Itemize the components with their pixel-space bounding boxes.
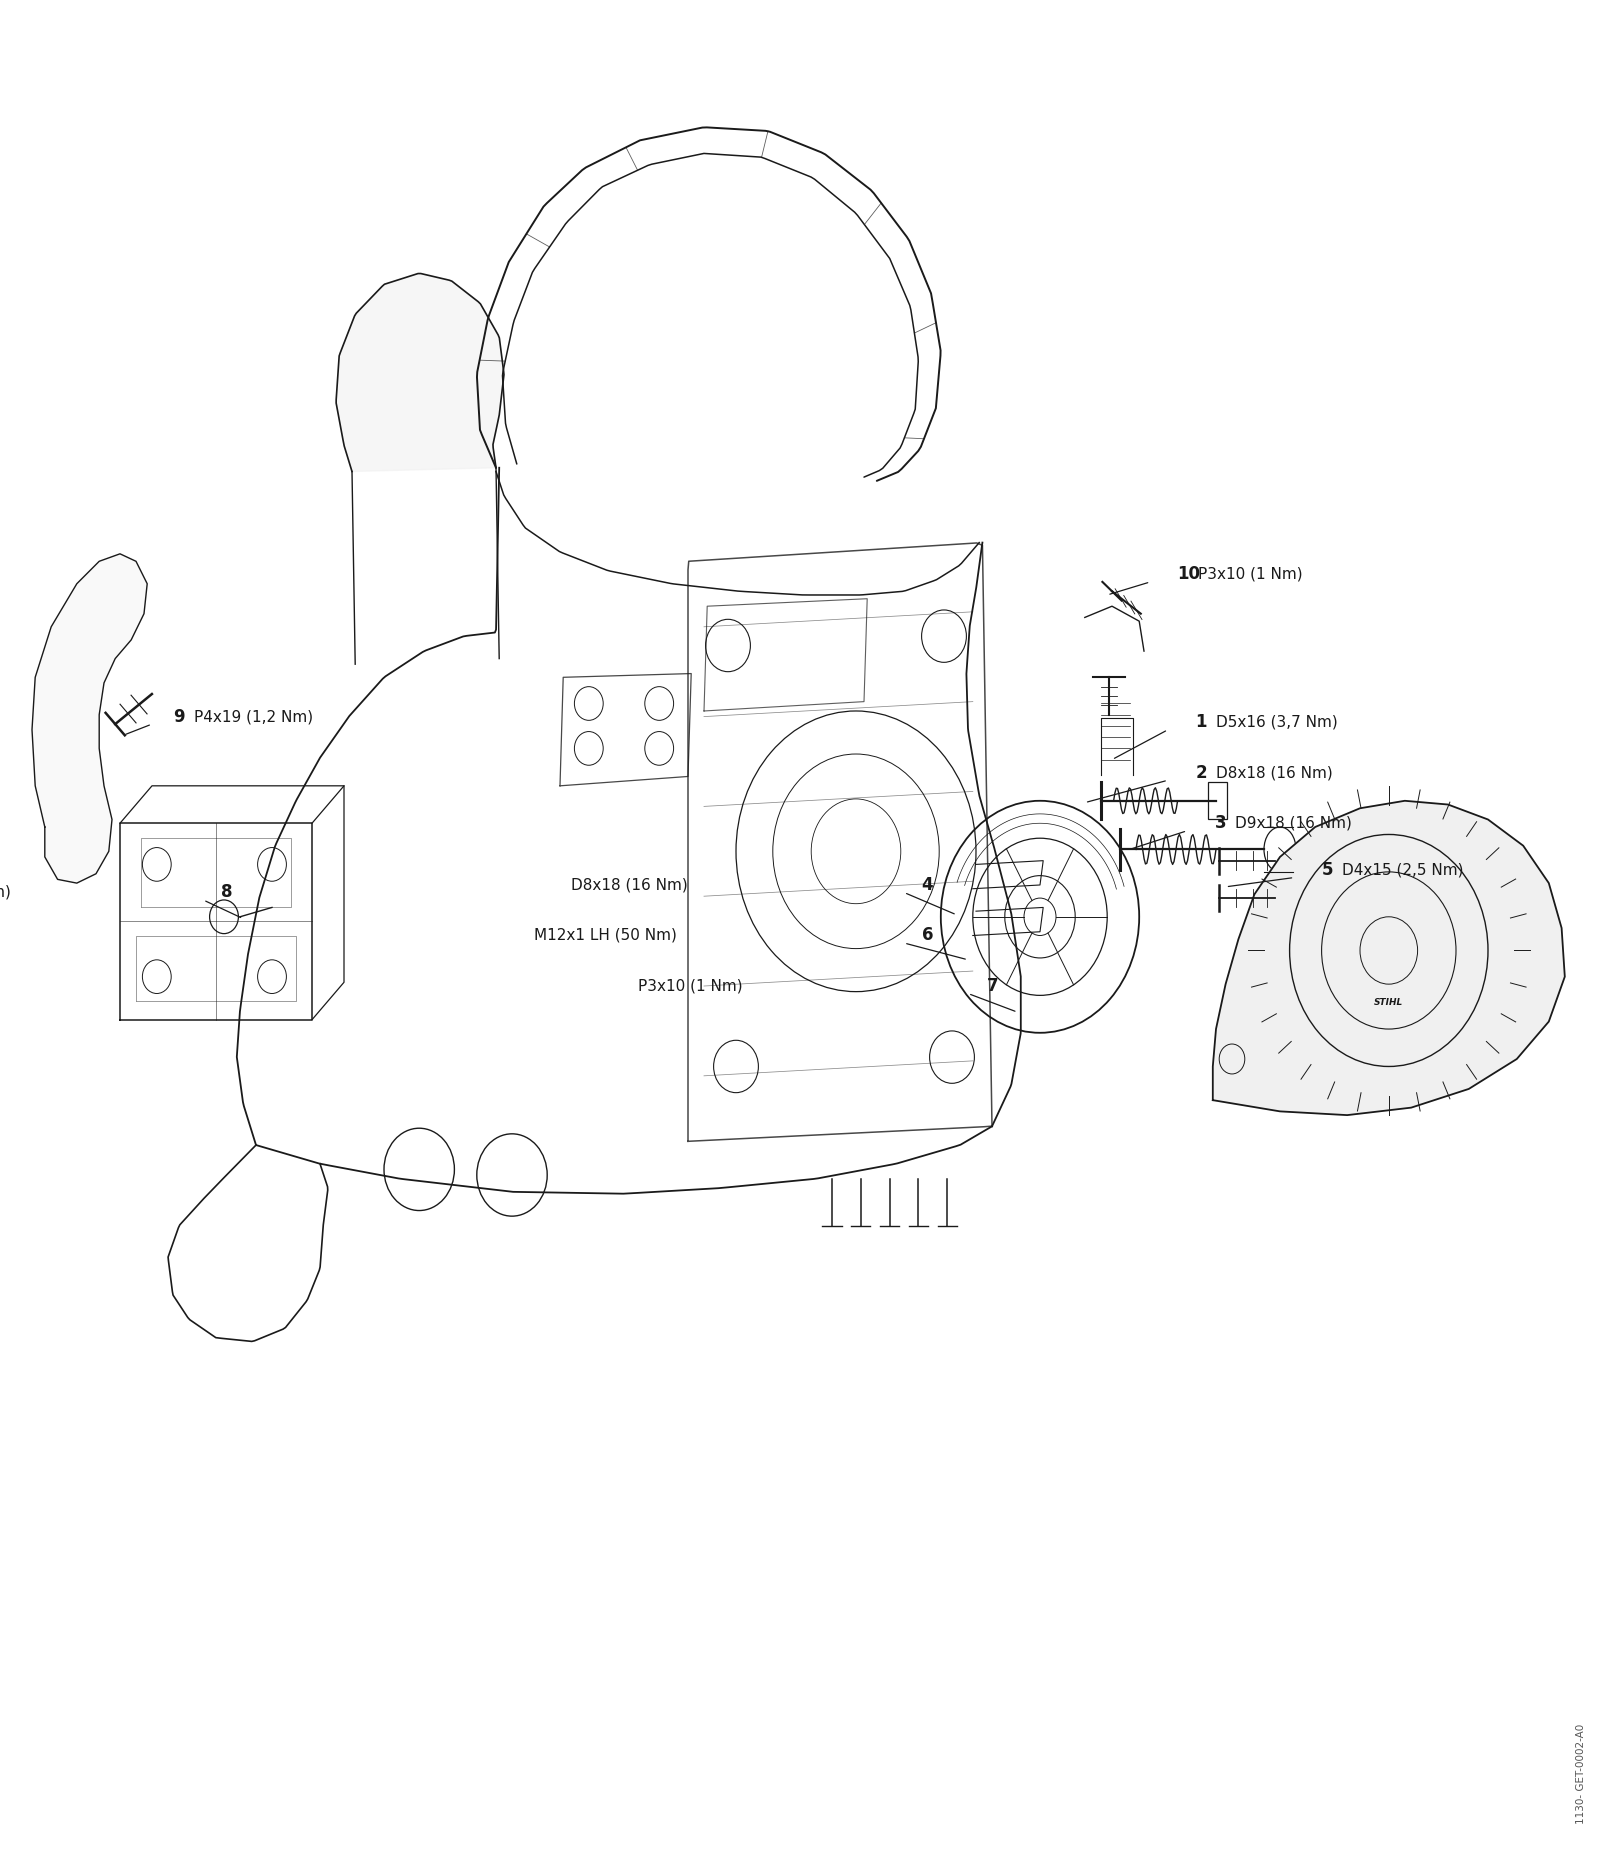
Text: D4x15 (2,5 Nm): D4x15 (2,5 Nm) (1342, 863, 1464, 877)
Text: D8x18 (16 Nm): D8x18 (16 Nm) (571, 877, 688, 892)
Text: 9: 9 (173, 707, 184, 726)
Text: 7: 7 (987, 977, 998, 995)
Text: 8: 8 (221, 883, 232, 902)
Text: 2: 2 (1195, 763, 1206, 782)
Text: P3x10 (1 Nm): P3x10 (1 Nm) (638, 979, 742, 994)
Text: M12x1 LH (50 Nm): M12x1 LH (50 Nm) (534, 928, 677, 943)
Text: D9x18 (16 Nm): D9x18 (16 Nm) (1235, 816, 1352, 831)
Text: D8x18 (16 Nm): D8x18 (16 Nm) (1216, 765, 1333, 780)
Polygon shape (1213, 801, 1565, 1115)
Text: P3x10 (1 Nm): P3x10 (1 Nm) (1198, 567, 1302, 582)
Text: STIHL: STIHL (1374, 999, 1403, 1007)
Text: 4: 4 (922, 876, 933, 894)
Bar (1208, 782, 1227, 819)
Polygon shape (32, 554, 147, 883)
Text: D5x16 (3,7 Nm): D5x16 (3,7 Nm) (1216, 715, 1338, 730)
Text: M5 (3,3 Nm): M5 (3,3 Nm) (0, 885, 11, 900)
Text: 10: 10 (1178, 565, 1200, 584)
Text: 1130- GET-0002-A0: 1130- GET-0002-A0 (1576, 1723, 1586, 1824)
Text: 6: 6 (922, 926, 933, 945)
Polygon shape (336, 273, 504, 471)
Text: 3: 3 (1214, 814, 1226, 833)
Text: 5: 5 (1322, 861, 1333, 879)
Text: P4x19 (1,2 Nm): P4x19 (1,2 Nm) (194, 709, 312, 724)
Text: 1: 1 (1195, 713, 1206, 732)
